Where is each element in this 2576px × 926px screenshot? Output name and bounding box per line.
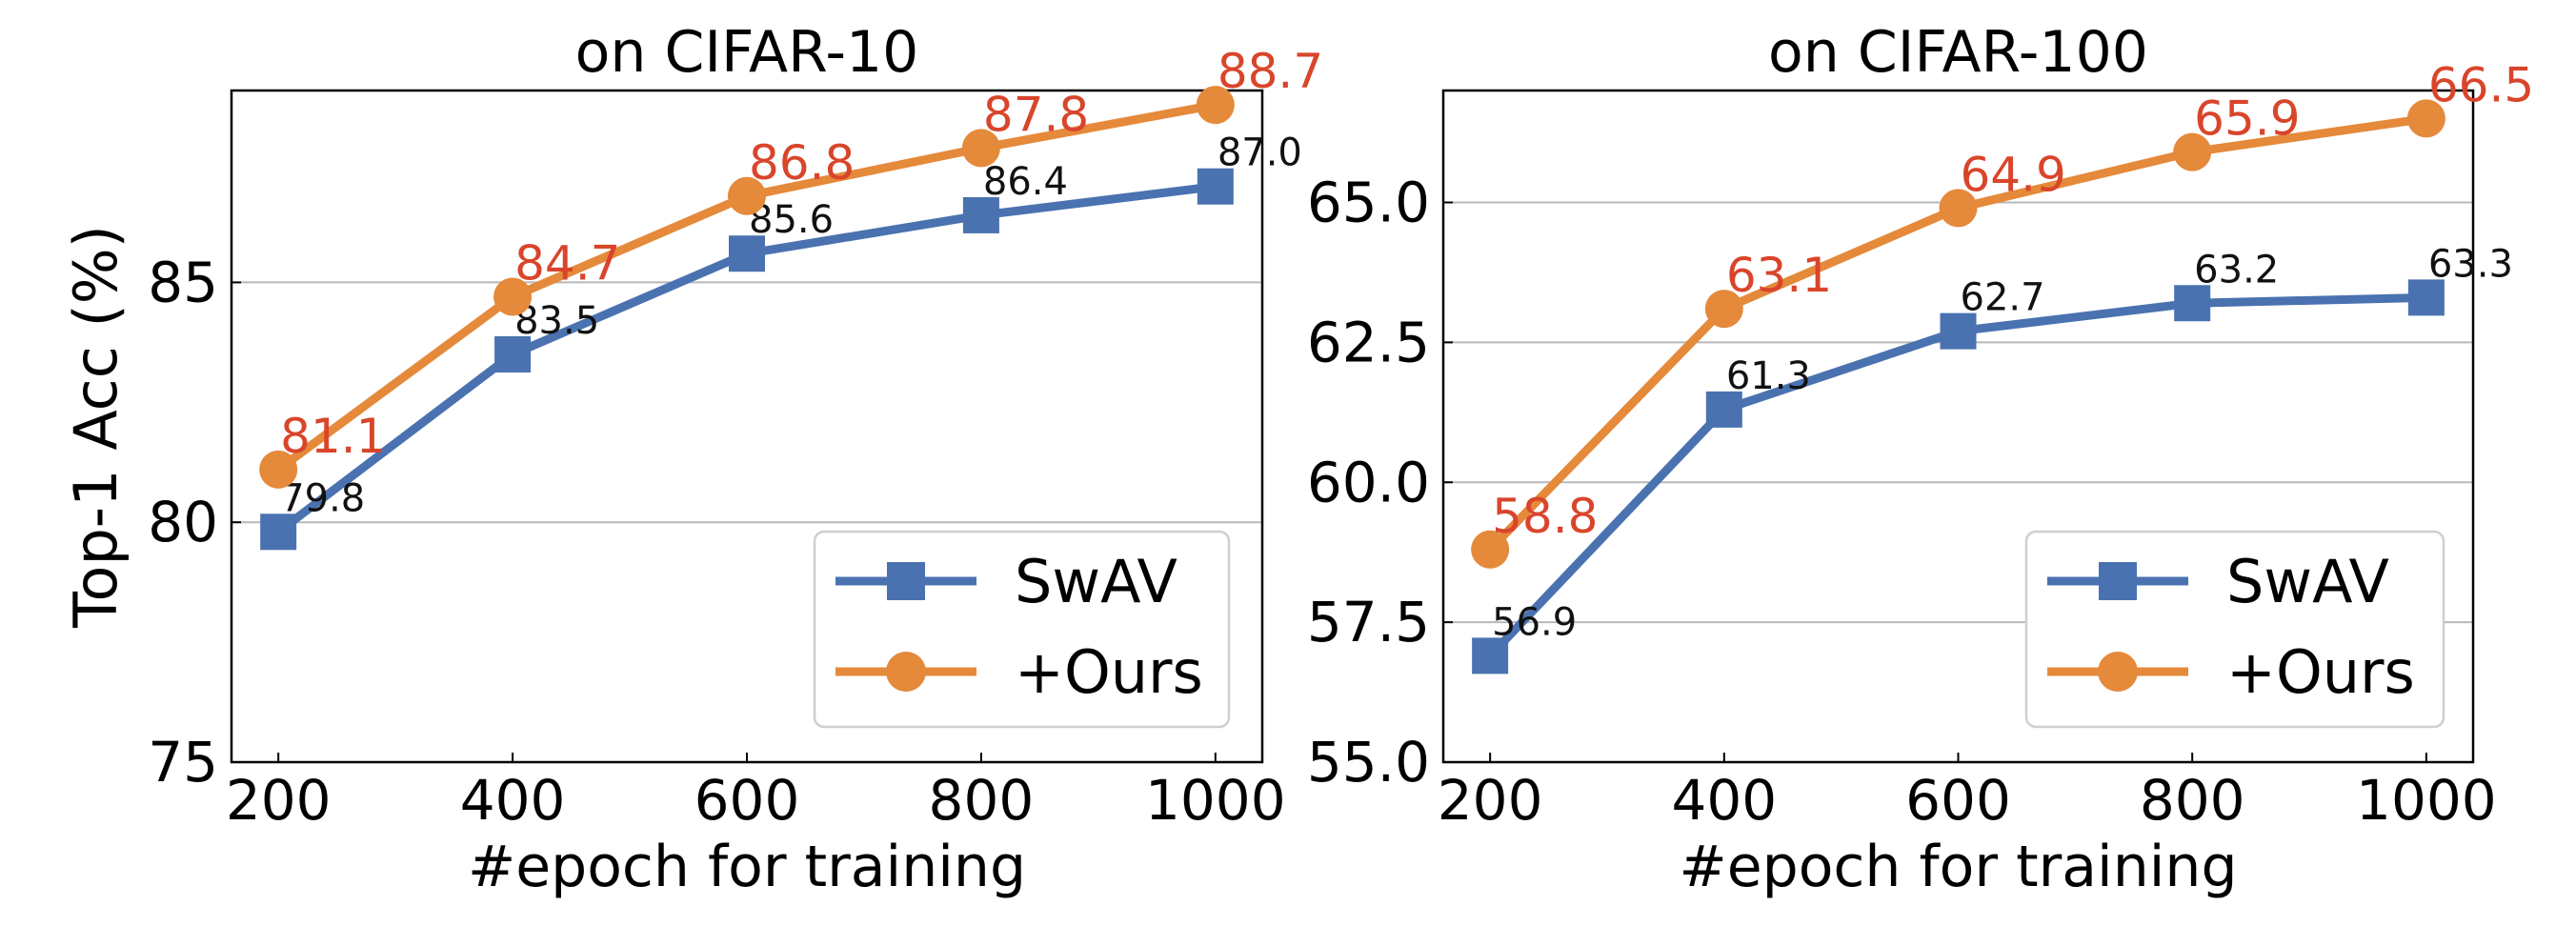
y-tick-label: 60.0 [1307, 450, 1430, 514]
data-point-square [1472, 637, 1509, 674]
y-tick-label: 75 [148, 730, 218, 795]
data-point-circle [2173, 132, 2212, 171]
legend: SwAV +Ours [813, 530, 1231, 729]
x-tick-label: 600 [1905, 768, 2011, 833]
data-label: 61.3 [1726, 354, 1811, 398]
data-label: 87.0 [1218, 131, 1302, 175]
x-tick-label: 400 [1671, 768, 1777, 833]
legend-label: SwAV [1015, 547, 1177, 616]
x-tick-label: 1000 [2356, 768, 2497, 833]
data-label: 62.7 [1961, 276, 2045, 320]
data-point-square [729, 235, 765, 272]
data-label: 87.8 [983, 87, 1089, 142]
data-point-square [1940, 312, 1977, 350]
chart-title: on CIFAR-10 [575, 19, 919, 86]
y-tick-label: 65.0 [1307, 171, 1430, 235]
data-label: 65.9 [2194, 91, 2300, 147]
x-tick-label: 200 [1438, 768, 1543, 833]
data-point-square [494, 335, 532, 372]
legend-marker-circle [2098, 652, 2138, 692]
chart-title: on CIFAR-100 [1768, 19, 2148, 86]
data-point-square [962, 196, 999, 233]
x-axis-label: #epoch for training [1679, 834, 2237, 900]
data-point-circle [2406, 99, 2445, 138]
legend-label: +Ours [2226, 637, 2415, 707]
data-point-square [2407, 279, 2445, 316]
legend-marker-square [2099, 562, 2137, 600]
data-label: 84.7 [514, 236, 620, 292]
data-point-circle [1939, 189, 1978, 228]
data-label: 64.9 [1961, 147, 2066, 202]
y-tick-label: 57.5 [1307, 590, 1430, 654]
data-point-square [260, 513, 297, 551]
x-tick-label: 1000 [1145, 768, 1286, 833]
legend-label: +Ours [1015, 637, 1203, 707]
data-point-circle [259, 450, 298, 489]
x-tick-label: 800 [2140, 768, 2245, 833]
y-tick-label: 62.5 [1307, 310, 1430, 374]
y-tick-label: 85 [148, 250, 218, 314]
data-point-circle [961, 129, 1000, 168]
data-point-square [1705, 391, 1742, 428]
x-tick-label: 400 [460, 768, 566, 833]
data-point-square [1197, 168, 1234, 205]
data-label: 58.8 [1492, 489, 1598, 544]
chart-panel-1: 75 80 85 200 400 600 800 1000 on CIFAR-10 #epoch … [61, 19, 1323, 900]
legend: SwAV +Ours [2024, 530, 2445, 729]
data-label: 63.2 [2194, 248, 2279, 292]
data-label: 63.1 [1726, 248, 1832, 303]
x-axis-label: #epoch for training [468, 834, 1026, 900]
x-tick-label: 200 [226, 768, 332, 833]
data-label: 56.9 [1492, 600, 1577, 644]
series-line-+Ours [275, 100, 1217, 473]
data-label: 81.1 [280, 409, 386, 464]
data-point-circle [728, 176, 766, 215]
legend-label: SwAV [2226, 547, 2389, 616]
data-label: 88.7 [1218, 44, 1323, 99]
data-point-circle [493, 277, 533, 316]
data-label: 86.8 [749, 135, 855, 191]
y-axis-label: Top-1 Acc (%) [61, 225, 131, 629]
chart-panel-2: 55.0 57.5 60.0 62.5 65.0 200 400 600 800 1000 on C… [1307, 19, 2534, 900]
legend-marker-square [887, 562, 925, 600]
data-point-circle [1704, 290, 1743, 329]
y-tick-label: 80 [148, 490, 218, 554]
data-label: 66.5 [2428, 57, 2534, 112]
data-point-circle [1471, 530, 1510, 569]
x-tick-label: 800 [929, 768, 1035, 833]
data-label: 86.4 [983, 160, 1068, 204]
y-tick-label: 55.0 [1307, 730, 1430, 795]
data-point-circle [1196, 86, 1235, 125]
data-label: 63.3 [2428, 242, 2513, 286]
data-label: 79.8 [280, 476, 365, 520]
legend-marker-circle [886, 652, 926, 692]
data-point-square [2174, 285, 2211, 322]
x-tick-label: 600 [694, 768, 800, 833]
